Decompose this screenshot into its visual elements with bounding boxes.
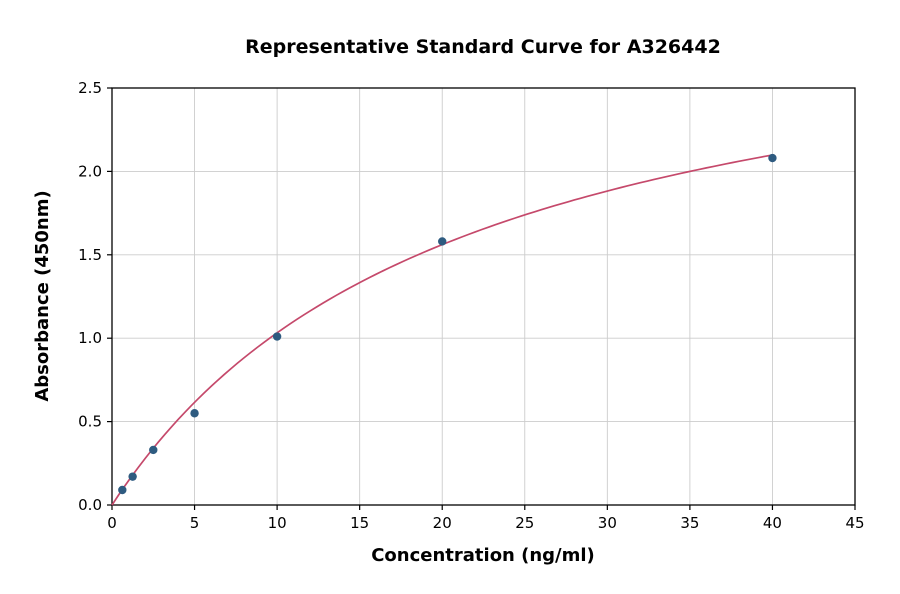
data-point bbox=[118, 485, 127, 495]
y-tick-label: 2.0 bbox=[78, 162, 102, 180]
y-axis-label: Absorbance (450nm) bbox=[32, 190, 53, 401]
data-point bbox=[190, 409, 199, 418]
y-tick-label: 1.0 bbox=[78, 329, 102, 347]
chart-title: Representative Standard Curve for A32644… bbox=[245, 36, 721, 58]
x-tick-label: 35 bbox=[680, 514, 699, 532]
tick-layer: 0 5 10 15 20 25 30 35 40 45 0.0 0.5 1.0 1.5 2.0 2.5 bbox=[78, 79, 864, 532]
data-point bbox=[438, 237, 447, 246]
y-tick-label: 0.5 bbox=[78, 413, 102, 431]
x-tick-label: 40 bbox=[763, 514, 782, 532]
x-tick-label: 0 bbox=[107, 514, 117, 532]
series-layer bbox=[111, 153, 777, 506]
x-tick-label: 45 bbox=[845, 514, 864, 532]
x-tick-label: 5 bbox=[190, 514, 200, 532]
data-point bbox=[272, 332, 282, 341]
plot-frame bbox=[111, 87, 856, 506]
grid-layer bbox=[111, 87, 856, 506]
y-tick-label: 1.5 bbox=[78, 246, 102, 264]
x-tick-label: 15 bbox=[350, 514, 369, 532]
x-tick-label: 20 bbox=[433, 514, 452, 532]
data-point bbox=[768, 153, 777, 163]
data-point bbox=[128, 472, 137, 481]
x-axis-label: Concentration (ng/ml) bbox=[371, 545, 595, 566]
y-tick-label: 2.5 bbox=[78, 79, 102, 97]
plot-border bbox=[111, 87, 856, 506]
x-tick-label: 10 bbox=[268, 514, 287, 532]
x-tick-label: 25 bbox=[515, 514, 534, 532]
x-tick-label: 30 bbox=[598, 514, 617, 532]
y-tick-label: 0.0 bbox=[78, 496, 102, 514]
data-point bbox=[149, 445, 158, 455]
